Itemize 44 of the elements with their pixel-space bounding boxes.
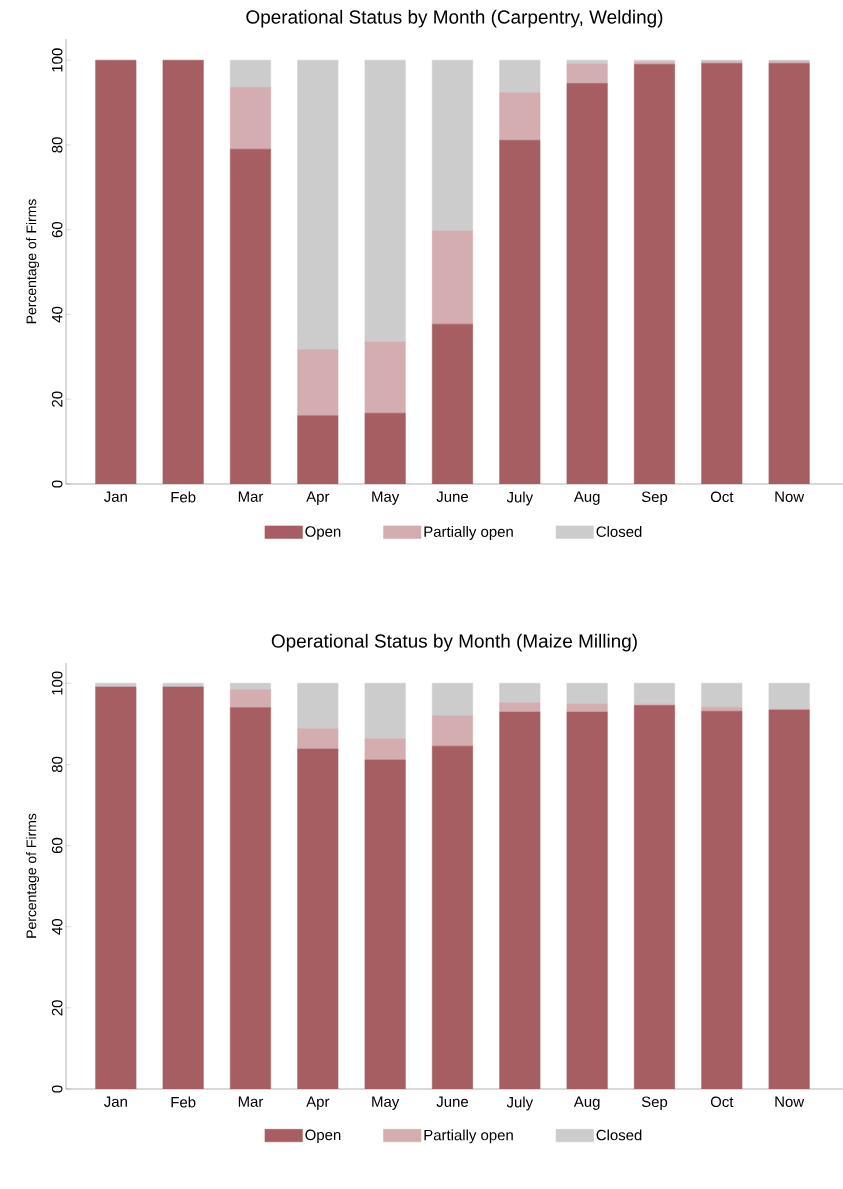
y-tick-label: 20: [51, 1000, 63, 1016]
x-tick-label: Sep: [641, 1096, 668, 1111]
legend-label: Open: [305, 526, 341, 540]
x-tick-label: Apr: [306, 1096, 330, 1110]
x-tick-label: June: [436, 491, 469, 502]
x-tick-label: Mar: [238, 1096, 264, 1107]
x-tick-label: May: [372, 491, 400, 505]
legend-label: Partially open: [424, 1129, 513, 1144]
x-tick-label: May: [372, 1096, 400, 1110]
x-tick-label: Apr: [306, 491, 330, 505]
y-tick-label: 60: [51, 837, 63, 854]
y-tick-label: 80: [51, 137, 63, 153]
x-tick-label: July: [506, 491, 534, 506]
x-tick-label: Sep: [641, 491, 668, 506]
y-tick-label: 100: [51, 671, 63, 695]
x-tick-label: Now: [775, 491, 805, 502]
y-tick-label: 40: [51, 306, 63, 323]
y-tick-label: 0: [51, 480, 63, 488]
x-tick-label: Aug: [573, 491, 600, 505]
y-tick-label: 20: [51, 391, 63, 407]
y-axis-title: Percentage of Firms: [26, 813, 40, 938]
y-tick-label: 0: [51, 1085, 63, 1093]
x-tick-label: June: [436, 1096, 469, 1107]
chart-title: Operational Status by Month (Maize Milling): [271, 633, 637, 652]
x-tick-label: Feb: [171, 491, 196, 503]
legend-label: Partially open: [424, 526, 513, 540]
chart-title: Operational Status by Month (Carpentry, Welding): [246, 9, 663, 28]
x-tick-label: Jan: [104, 491, 127, 502]
legend-label: Open: [305, 1129, 341, 1144]
x-tick-label: Mar: [238, 491, 264, 502]
x-tick-label: July: [506, 1096, 534, 1111]
x-tick-label: Jan: [104, 1096, 127, 1107]
legend-label: Closed: [596, 1129, 642, 1141]
x-tick-label: Oct: [710, 491, 734, 503]
x-tick-label: Now: [775, 1096, 805, 1107]
y-tick-label: 40: [51, 919, 63, 935]
legend-label: Closed: [596, 526, 642, 537]
y-tick-label: 80: [51, 756, 63, 773]
x-tick-label: Feb: [171, 1096, 196, 1108]
y-axis-title: Percentage of Firms: [26, 199, 40, 324]
y-tick-label: 60: [51, 221, 63, 238]
x-tick-label: Aug: [573, 1096, 600, 1110]
x-tick-label: Oct: [710, 1096, 734, 1108]
y-tick-label: 100: [51, 48, 63, 72]
